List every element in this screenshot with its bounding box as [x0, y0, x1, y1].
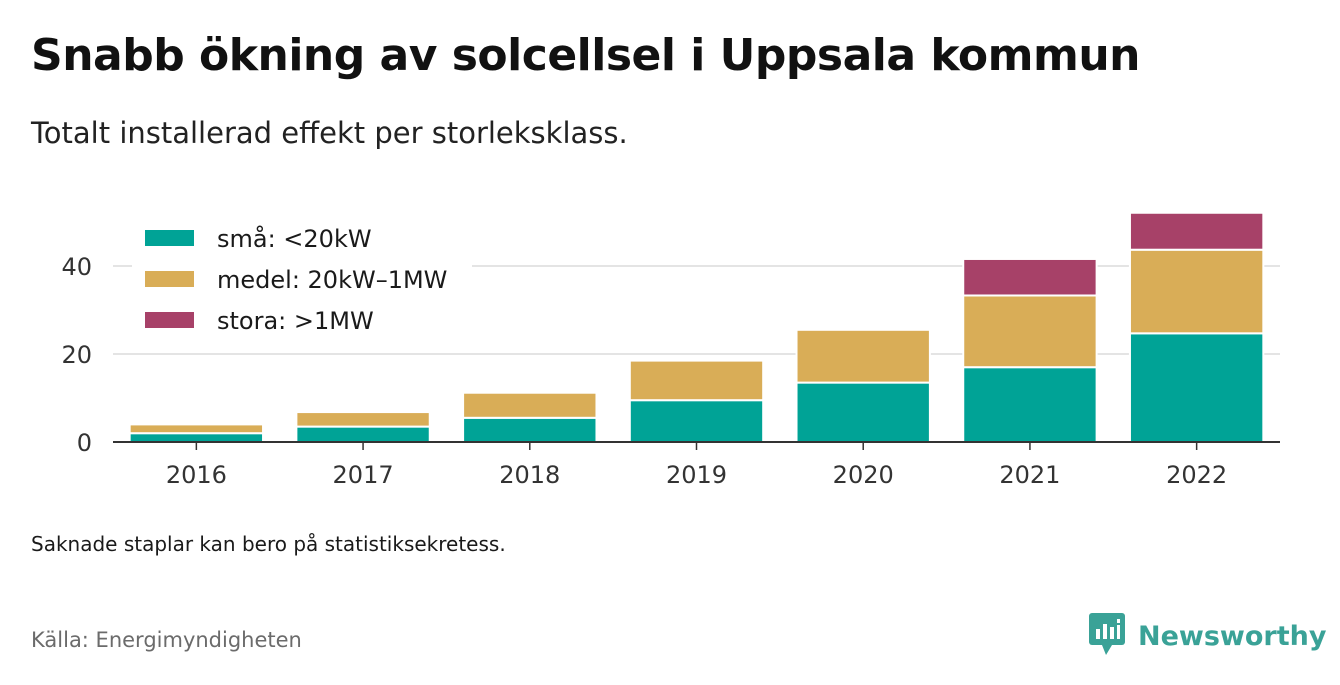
bar-2018-series-0: [462, 416, 598, 443]
newsworthy-logo-icon: [1088, 612, 1126, 660]
chart-title: Snabb ökning av solcellsel i Uppsala kom…: [31, 30, 1141, 81]
bar-2022-series-1: [1128, 248, 1265, 335]
bar-2020-series-0: [795, 381, 931, 444]
bar-2017-series-0: [295, 425, 431, 444]
legend-swatch-1: [145, 271, 194, 287]
x-tick-label: 2018: [499, 461, 560, 489]
legend-label-2: stora: >1MW: [217, 307, 374, 335]
legend: små: <20kW medel: 20kW–1MW stora: >1MW: [132, 215, 472, 338]
bar-2017-series-1: [295, 411, 431, 428]
bar-2016-series-1: [128, 423, 265, 435]
bar-2021-series-2: [962, 257, 1098, 297]
bar-2019-series-1: [628, 359, 765, 402]
chart-subtitle: Totalt installerad effekt per storlekskl…: [31, 116, 628, 150]
bar-2022-series-0: [1128, 332, 1265, 444]
axes: 0 20 40 2016 2017 2018 2019 2020 2021 2022: [61, 253, 1280, 489]
source-credit: Källa: Energimyndigheten: [31, 628, 302, 652]
x-tick-label: 2017: [333, 461, 394, 489]
legend-swatch-2: [145, 312, 194, 328]
bar-2019-series-0: [628, 399, 765, 444]
y-tick-label: 20: [61, 341, 92, 369]
x-tick-label: 2016: [166, 461, 227, 489]
bar-2022-series-2: [1128, 211, 1265, 251]
x-tick-label: 2022: [1166, 461, 1227, 489]
brand-logo[interactable]: Newsworthy: [1088, 612, 1326, 660]
bar-2021-series-0: [962, 366, 1098, 444]
bars: [128, 211, 1265, 444]
bar-2021-series-1: [962, 294, 1098, 369]
x-tick-label: 2021: [999, 461, 1060, 489]
x-tick-label: 2019: [666, 461, 727, 489]
legend-swatch-0: [145, 230, 194, 246]
brand-name: Newsworthy: [1138, 620, 1327, 652]
bar-2018-series-1: [462, 391, 598, 419]
y-tick-label: 40: [61, 253, 92, 281]
legend-label-0: små: <20kW: [217, 224, 372, 253]
legend-label-1: medel: 20kW–1MW: [217, 266, 447, 294]
footnote: Saknade staplar kan bero på statistiksek…: [31, 532, 506, 556]
x-tick-label: 2020: [833, 461, 894, 489]
stacked-bar-chart: 0 20 40 2016 2017 2018 2019 2020 2021 2022 små: <…: [61, 211, 1280, 489]
y-tick-label: 0: [77, 429, 92, 457]
bar-2016-series-0: [128, 432, 265, 444]
bar-2020-series-1: [795, 328, 931, 384]
